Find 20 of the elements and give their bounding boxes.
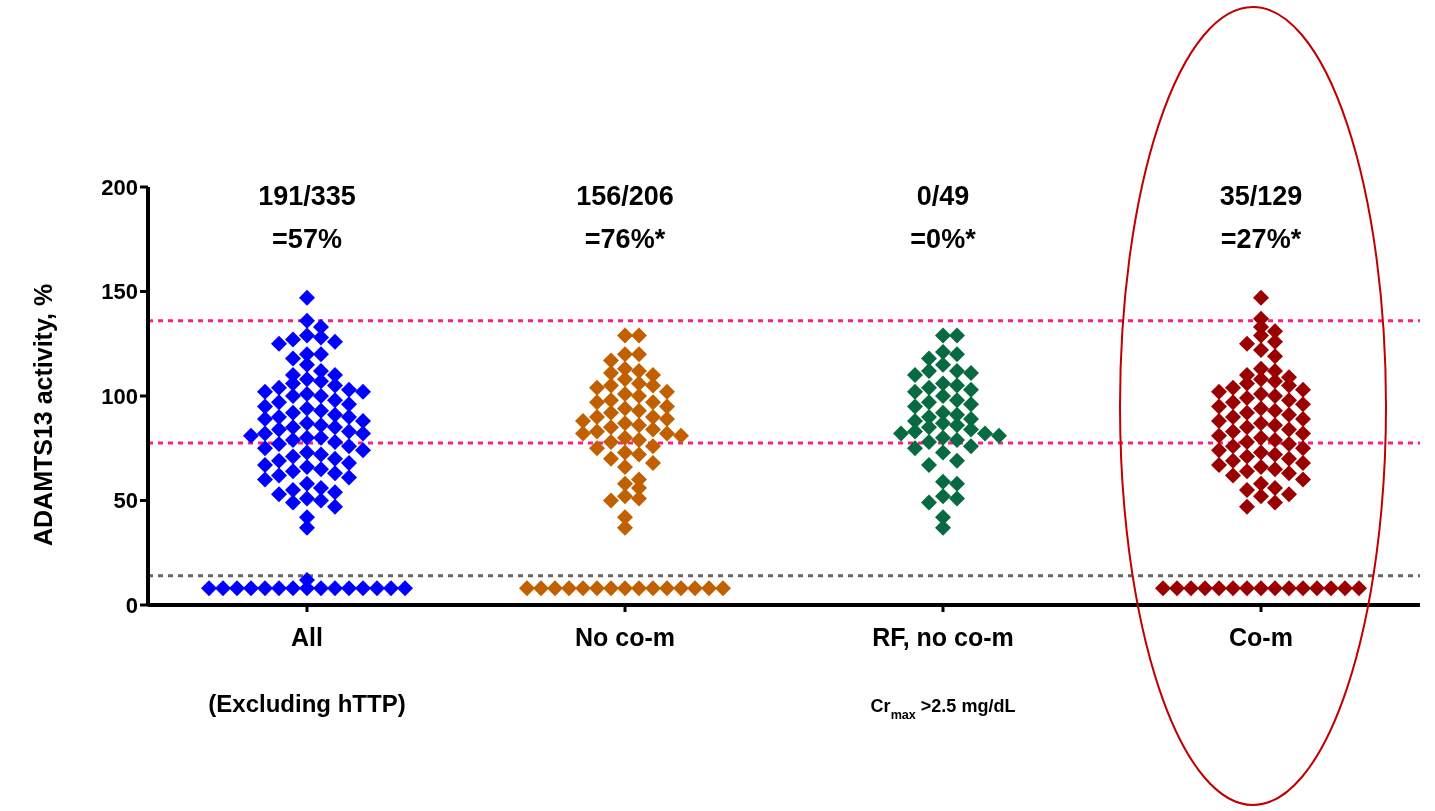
- y-tick-label: 50: [113, 488, 138, 514]
- annotation: 191/335: [258, 181, 356, 211]
- annotation: 0/49: [916, 181, 970, 211]
- y-axis-title: ADAMTS13 activity, %: [28, 283, 57, 546]
- y-tick-label: 150: [101, 279, 138, 305]
- x-tick-label: All: [291, 622, 323, 651]
- annotation: =57%: [272, 224, 342, 254]
- annotation: 35/129: [1219, 181, 1303, 211]
- annotation: =27%*: [1220, 224, 1302, 254]
- annotation: =0%*: [910, 224, 977, 254]
- y-tick-label: 100: [101, 383, 138, 409]
- x-tick-label: Co-m: [1229, 622, 1293, 651]
- text: Cr$_{max}$ >2.5 mg/dL: [870, 696, 1016, 722]
- annotation: =76%*: [584, 224, 666, 254]
- y-tick-label: 0: [125, 592, 138, 618]
- y-tick-label: 200: [101, 174, 138, 200]
- x-tick-label: No co-m: [575, 622, 675, 651]
- annotation: 156/206: [576, 181, 674, 211]
- text: (Excluding hTTP): [208, 690, 406, 717]
- x-tick-label: RF, no co-m: [872, 622, 1014, 651]
